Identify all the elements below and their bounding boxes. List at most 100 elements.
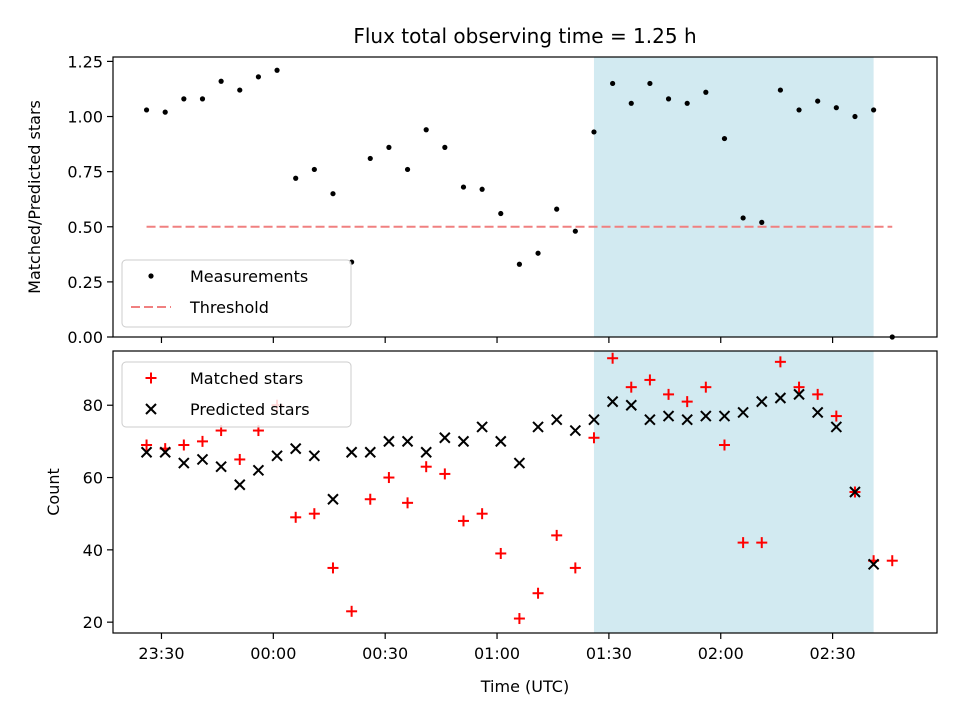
- predicted-star-marker: [681, 413, 693, 426]
- x-tick-label: 00:30: [362, 644, 408, 663]
- bottom-axes-frame: [112, 350, 938, 634]
- measurement-point: [572, 228, 578, 234]
- matched-star-marker: [308, 508, 320, 520]
- marker-stroke: [849, 486, 861, 498]
- predicted-star-marker: [625, 399, 637, 411]
- matched-star-marker: [196, 435, 208, 447]
- predicted-star-marker: [867, 558, 880, 571]
- marker-stroke: [364, 446, 376, 458]
- measurement-point: [311, 166, 317, 173]
- matched-star-marker: [439, 468, 451, 480]
- measurement-point: [852, 113, 858, 120]
- predicted-star-marker: [700, 410, 712, 422]
- bottom-y-tick-label: 60: [83, 469, 103, 488]
- matched-star-marker: [178, 439, 190, 451]
- marker-stroke: [420, 446, 432, 458]
- predicted-star-marker: [644, 413, 656, 426]
- top-axes-frame: [112, 56, 938, 338]
- predicted-star-marker: [383, 435, 395, 448]
- bottom-series-0: [141, 352, 898, 625]
- matched-star-marker: [457, 515, 469, 527]
- bottom-y-tick-label: 80: [83, 396, 103, 415]
- measurement-point: [293, 175, 299, 181]
- matched-star-marker: [569, 562, 581, 574]
- bottom-y-tick-label: 20: [83, 613, 103, 632]
- measurement-point: [143, 107, 150, 113]
- matched-star-marker: [718, 439, 730, 451]
- matched-star-marker: [420, 461, 432, 473]
- matched-star-marker: [290, 511, 302, 523]
- marker-stroke: [476, 421, 488, 433]
- predicted-star-marker: [550, 413, 563, 426]
- marker-stroke: [327, 493, 339, 505]
- measurement-point: [442, 144, 448, 150]
- marker-stroke: [196, 453, 209, 466]
- marker-stroke: [625, 399, 637, 411]
- measurement-point: [162, 109, 168, 115]
- marker-stroke: [681, 413, 693, 426]
- predicted-star-marker: [513, 457, 526, 469]
- marker-stroke: [569, 424, 582, 437]
- measurement-point: [554, 206, 560, 212]
- predicted-star-marker: [588, 413, 600, 426]
- measurement-point: [721, 135, 728, 142]
- marker-stroke: [140, 446, 153, 458]
- matched-star-marker: [625, 381, 637, 393]
- matched-star-marker: [383, 472, 395, 484]
- predicted-star-marker: [457, 435, 470, 448]
- marker-stroke: [383, 435, 395, 448]
- legend-label: Measurements: [190, 267, 308, 286]
- measurement-point: [777, 87, 784, 93]
- legend-label: Predicted stars: [190, 400, 310, 419]
- top-y-tick-label: 0.00: [67, 328, 103, 347]
- predicted-star-marker: [345, 446, 358, 458]
- top-y-axis-label: Matched/Predicted stars: [25, 100, 44, 294]
- measurement-point: [610, 80, 616, 87]
- predicted-star-marker: [849, 486, 861, 498]
- marker-stroke: [588, 413, 600, 426]
- measurement-point: [833, 105, 839, 111]
- bottom-series-1: [140, 388, 880, 571]
- matched-star-marker: [663, 388, 675, 400]
- marker-stroke: [830, 421, 843, 433]
- predicted-star-marker: [327, 493, 339, 505]
- matched-star-marker: [495, 547, 507, 559]
- marker-stroke: [215, 460, 227, 473]
- measurement-point: [516, 261, 523, 267]
- bottom-highlight-span: [593, 351, 874, 633]
- matched-star-marker: [812, 388, 824, 400]
- marker-stroke: [756, 395, 768, 408]
- matched-star-marker: [551, 529, 563, 541]
- predicted-star-marker: [476, 421, 488, 433]
- predicted-star-marker: [289, 442, 302, 455]
- matched-star-marker: [681, 396, 693, 408]
- measurement-point: [181, 96, 187, 102]
- marker-stroke: [234, 479, 246, 491]
- predicted-star-marker: [569, 424, 582, 437]
- matched-star-marker: [607, 352, 619, 364]
- matched-star-marker: [327, 562, 339, 574]
- predicted-star-marker: [271, 450, 283, 462]
- marker-stroke: [457, 435, 470, 448]
- measurement-point: [386, 144, 392, 150]
- marker-stroke: [345, 446, 358, 458]
- measurement-point: [479, 186, 485, 192]
- matched-star-marker: [700, 381, 712, 393]
- measurement-point: [591, 129, 597, 135]
- matched-star-marker: [830, 410, 842, 422]
- marker-stroke: [252, 464, 265, 477]
- legend-point-marker: [148, 273, 154, 279]
- top-legend: Measurements Threshold: [121, 259, 352, 328]
- predicted-star-marker: [196, 453, 209, 466]
- x-tick-label: 02:00: [698, 644, 744, 663]
- bottom-panel: 20 40 60 80 23:30 00:00 00:30 01:00 01:30 02:00 02…: [44, 350, 938, 663]
- measurement-point: [218, 78, 224, 84]
- x-tick-label: 01:00: [474, 644, 520, 663]
- marker-stroke: [793, 388, 805, 401]
- legend-box: [121, 361, 352, 428]
- chart-title: Flux total observing time = 1.25 h: [353, 24, 696, 48]
- marker-stroke: [495, 435, 507, 448]
- x-axis-label: Time (UTC): [480, 677, 569, 696]
- predicted-star-marker: [159, 446, 171, 458]
